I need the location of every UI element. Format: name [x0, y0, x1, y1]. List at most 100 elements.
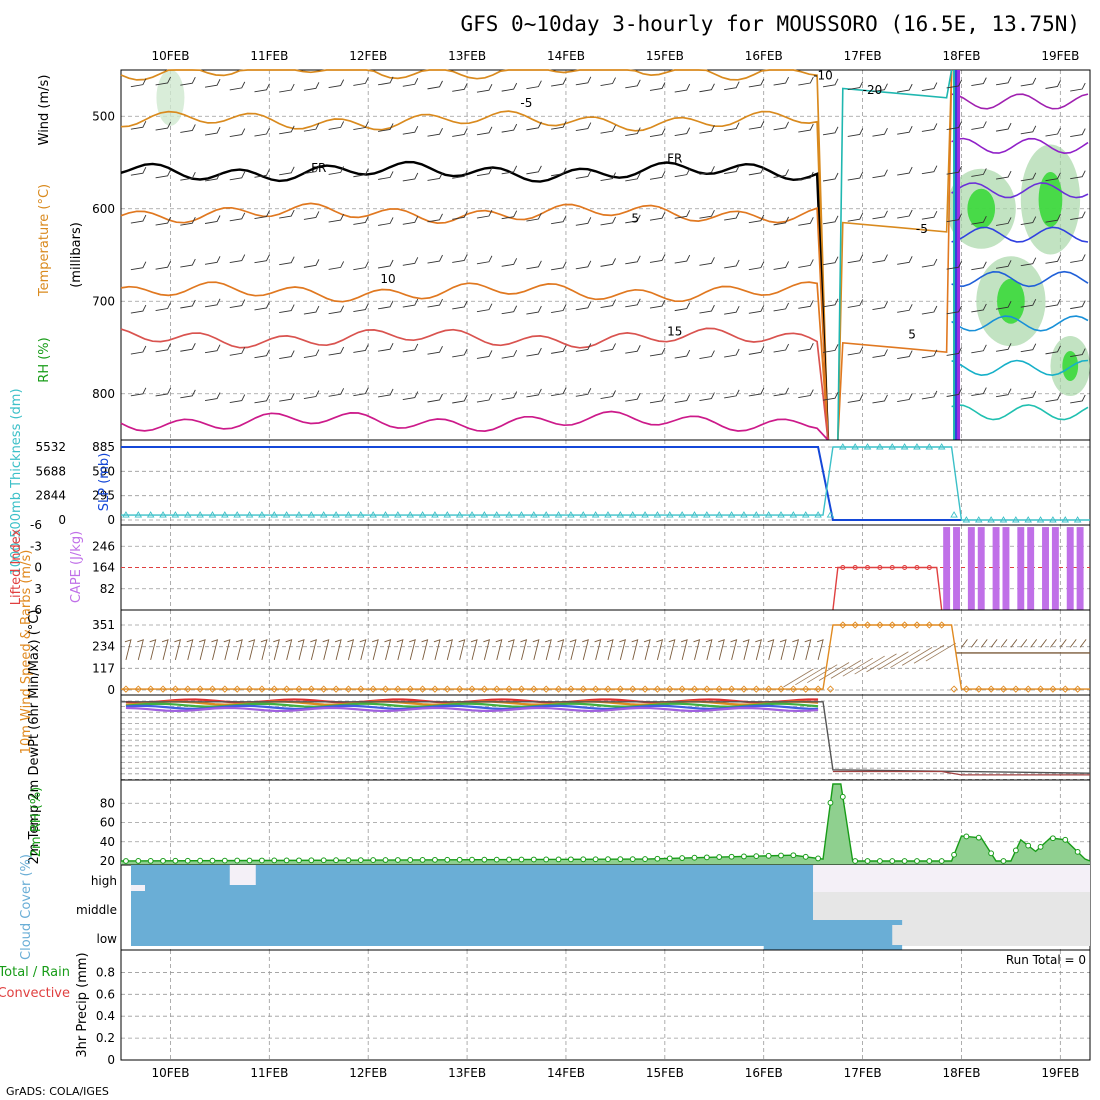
date-tick-bottom: 11FEB: [250, 1066, 288, 1080]
wind-barb: [921, 210, 938, 220]
wind-barb: [378, 171, 394, 180]
wind-barb: [798, 217, 814, 226]
wind-barb: [180, 171, 196, 181]
wind-barb: [748, 214, 765, 224]
wind-barb: [526, 347, 542, 357]
wind-barb: [699, 83, 715, 93]
wind-barb: [279, 350, 295, 360]
wind-barb: [699, 257, 715, 266]
rh2m-panel: 20 40 60 80 2m RH (%): [29, 779, 1091, 868]
wind10m-barb: [970, 639, 978, 648]
thickness-marker: [777, 511, 785, 518]
wind-barb: [452, 394, 468, 404]
thickness-marker: [715, 511, 724, 518]
wind-barb: [155, 121, 172, 131]
wind-barb: [625, 127, 641, 137]
date-tick-top: 19FEB: [1041, 49, 1079, 63]
wind-barb: [872, 301, 888, 311]
wind-barb: [921, 165, 938, 175]
wind-barb: [501, 123, 518, 133]
wind-barb: [303, 165, 320, 175]
wind-barb: [328, 346, 345, 356]
isotherm-line: [120, 281, 829, 441]
rh2m-marker: [938, 858, 945, 864]
date-tick-bottom: 14FEB: [547, 1066, 585, 1080]
wind10m-marker: [962, 685, 971, 693]
wind10m-tick-label: 0: [107, 683, 115, 697]
wind-barb: [1020, 343, 1037, 353]
wind10m-barb: [458, 639, 466, 660]
wind10m-barb: [804, 639, 812, 660]
wind-barb: [600, 172, 616, 181]
thickness-marker: [307, 511, 316, 518]
wind10m-marker: [184, 685, 192, 693]
wind-barb: [822, 256, 839, 266]
thickness-marker: [999, 516, 1008, 523]
wind-barb: [995, 170, 1012, 180]
lifted-marker: [840, 565, 846, 570]
thickness-marker: [431, 511, 439, 518]
slp-tick-label: 295: [92, 489, 115, 503]
wind-barb: [353, 77, 369, 86]
thickness-marker: [863, 443, 872, 450]
rh2m-marker: [876, 858, 883, 864]
wind10m-marker: [406, 685, 414, 693]
wind-barb: [995, 388, 1012, 398]
wind-barb: [724, 81, 740, 91]
cloud-level-label: high: [91, 874, 117, 888]
wind-barb: [501, 165, 518, 175]
wind-barb: [921, 123, 938, 132]
wind-barb: [748, 387, 765, 397]
slp-axis-label: SLP (mb): [97, 453, 112, 512]
wind-barb: [798, 123, 814, 133]
wind-barb: [897, 256, 913, 265]
rh2m-marker: [642, 856, 648, 862]
lifted-tick-label: -6: [30, 518, 42, 532]
contour-label: FR: [667, 152, 682, 166]
wind-barb: [600, 124, 616, 134]
wind10m-barb: [783, 668, 814, 688]
wind10m-barb: [137, 639, 144, 660]
wind-barb: [476, 126, 493, 136]
wind10m-tick-label: 351: [92, 618, 115, 632]
rh2m-marker: [666, 855, 673, 862]
wind-barb: [798, 259, 814, 268]
wind-barb: [625, 79, 641, 89]
wind10m-barb: [878, 651, 909, 671]
wind10m-barb: [830, 660, 862, 679]
wind10m-marker: [196, 685, 204, 693]
wind10m-barb: [807, 664, 838, 684]
wind10m-barb: [1079, 639, 1087, 648]
wind-barb: [699, 166, 715, 175]
rh2m-marker: [147, 857, 154, 864]
wind10m-marker: [616, 685, 624, 693]
wind10m-marker: [913, 621, 921, 629]
rh2m-marker: [889, 858, 896, 864]
isotherm-line: [951, 404, 1089, 421]
isotherm-line: [120, 69, 829, 441]
pressure-tick-label: 800: [92, 387, 115, 401]
wind-barb: [921, 349, 938, 359]
wind10m-barb: [421, 639, 429, 660]
thickness-marker: [517, 511, 526, 518]
rh2m-marker: [135, 858, 142, 864]
wind-barb: [600, 299, 616, 308]
wind10m-barb: [211, 639, 219, 660]
wind-barb: [575, 76, 592, 86]
wind-barb: [402, 216, 419, 225]
rh2m-marker: [333, 857, 339, 864]
wind10m-marker: [295, 685, 303, 693]
rh2m-marker: [605, 856, 611, 863]
wind-barb: [328, 305, 345, 315]
rh-shade-core: [1062, 351, 1079, 381]
wind-barb: [353, 303, 369, 313]
wind10m-barb: [631, 639, 639, 660]
wind-barb: [699, 124, 715, 134]
thickness-marker: [1036, 516, 1045, 523]
wind-barb: [353, 387, 369, 397]
wind-barb: [427, 172, 443, 181]
wind-barb: [1070, 128, 1086, 137]
wind-barb: [279, 304, 295, 314]
wind-barb: [402, 343, 419, 353]
lifted-marker: [865, 565, 871, 570]
